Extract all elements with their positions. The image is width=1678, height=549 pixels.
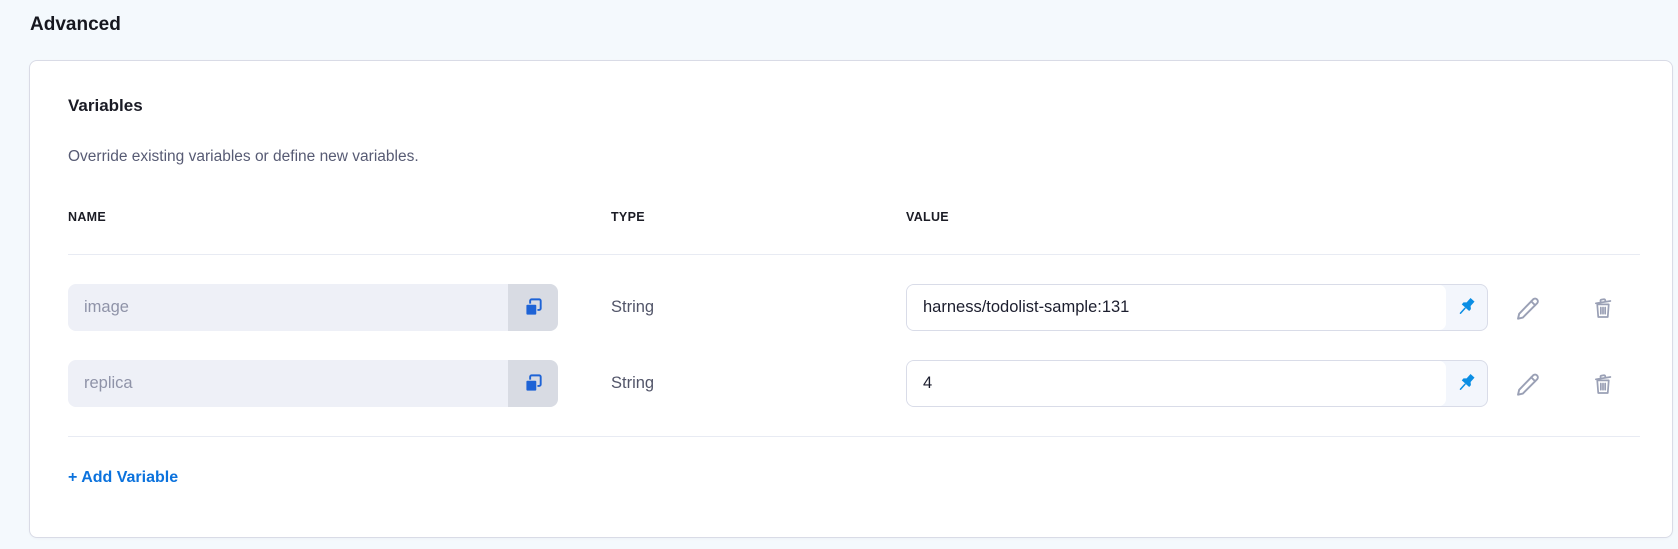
copy-button[interactable] (508, 360, 558, 407)
pin-icon (1456, 296, 1477, 318)
copy-button[interactable] (508, 284, 558, 331)
variable-value-input[interactable] (907, 361, 1446, 406)
variable-name-input (68, 360, 508, 407)
delete-variable-button[interactable] (1587, 292, 1619, 324)
edit-variable-button[interactable] (1512, 368, 1544, 400)
edit-pencil-icon (1516, 373, 1539, 396)
row-actions (1488, 368, 1640, 400)
pin-button[interactable] (1446, 361, 1487, 406)
copy-icon (524, 298, 542, 317)
pin-button[interactable] (1446, 285, 1487, 330)
trash-icon (1594, 296, 1612, 318)
variable-row: String (68, 360, 1640, 407)
variable-name-group (68, 360, 558, 407)
table-header-row: NAME TYPE VALUE (68, 210, 1640, 255)
panel-title: Variables (68, 96, 143, 115)
column-header-name: NAME (68, 210, 107, 224)
column-header-value: VALUE (906, 210, 949, 224)
copy-icon (524, 374, 542, 393)
edit-variable-button[interactable] (1512, 292, 1544, 324)
trash-icon (1594, 372, 1612, 394)
row-actions (1488, 292, 1640, 324)
panel-description: Override existing variables or define ne… (68, 148, 419, 165)
column-header-type: TYPE (611, 210, 645, 224)
delete-variable-button[interactable] (1587, 368, 1619, 400)
add-variable-button[interactable]: + Add Variable (68, 469, 179, 486)
variable-name-group (68, 284, 558, 331)
page-title: Advanced (30, 14, 121, 35)
edit-pencil-icon (1516, 297, 1539, 320)
variables-panel: Variables Override existing variables or… (29, 60, 1673, 538)
pin-icon (1456, 372, 1477, 394)
variable-type-label: String (611, 298, 655, 316)
variable-value-input[interactable] (907, 285, 1446, 330)
variable-row: String (68, 284, 1640, 331)
variable-type-label: String (611, 374, 655, 392)
variable-name-input (68, 284, 508, 331)
divider (68, 436, 1640, 437)
variable-value-group (906, 284, 1488, 331)
variable-value-group (906, 360, 1488, 407)
